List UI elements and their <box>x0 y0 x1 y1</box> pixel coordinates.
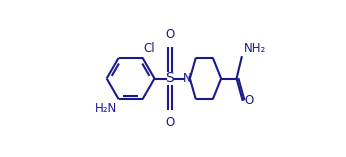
Text: H₂N: H₂N <box>95 102 117 114</box>
Text: N: N <box>183 72 192 85</box>
Text: O: O <box>244 94 253 107</box>
Text: O: O <box>165 116 174 129</box>
Text: S: S <box>165 71 174 86</box>
Text: Cl: Cl <box>143 43 155 55</box>
Text: NH₂: NH₂ <box>244 42 266 55</box>
Text: O: O <box>165 28 174 41</box>
